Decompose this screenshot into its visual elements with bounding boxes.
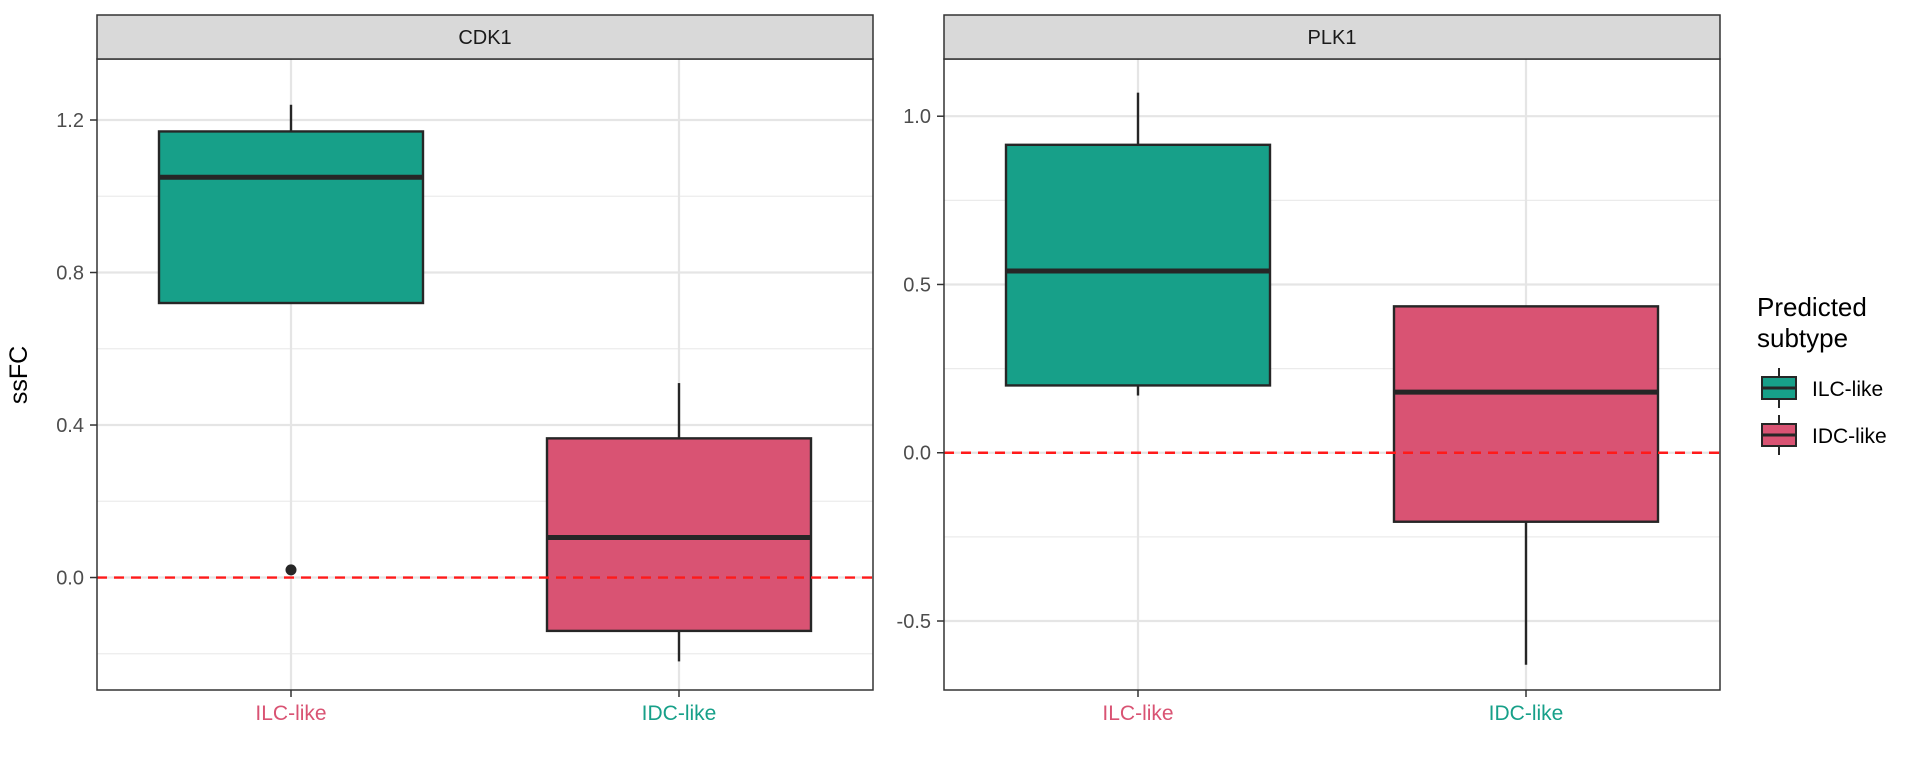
x-tick-label: IDC-like bbox=[1489, 702, 1564, 725]
y-tick-label: 0.4 bbox=[56, 415, 84, 437]
legend-entry-label: ILC-like bbox=[1812, 378, 1883, 401]
panel-cdk1: CDK1 0.0 0.4 0.8 1.2 ILC-like IDC-like bbox=[56, 14, 874, 725]
y-tick-label: 0.0 bbox=[56, 568, 84, 590]
y-tick-label: 0.0 bbox=[903, 443, 931, 465]
x-tick-label: IDC-like bbox=[642, 702, 717, 725]
facet-strip bbox=[943, 14, 1721, 60]
facet-panels: CDK1 0.0 0.4 0.8 1.2 ILC-like IDC-like PLK1 -0.5… bbox=[56, 14, 1721, 725]
x-tick-label: ILC-like bbox=[255, 702, 326, 725]
y-tick-label: 1.2 bbox=[56, 110, 84, 132]
panel-plk1: PLK1 -0.5 0.0 0.5 1.0 ILC-like IDC-like bbox=[897, 14, 1721, 725]
y-tick-label: 1.0 bbox=[903, 106, 931, 128]
box-body bbox=[1004, 143, 1272, 387]
facet-strip bbox=[96, 14, 874, 60]
legend-entry-ilc-like: ILC-like bbox=[1761, 368, 1883, 408]
y-tick-label: -0.5 bbox=[897, 611, 931, 633]
legend-title: subtype bbox=[1757, 323, 1848, 353]
box-idc-like bbox=[545, 383, 813, 662]
facet-strip-label: PLK1 bbox=[1308, 27, 1357, 49]
box-body bbox=[157, 130, 425, 305]
legend-title: Predicted bbox=[1757, 292, 1867, 322]
box-body bbox=[545, 437, 813, 633]
y-axis-label: ssFC bbox=[5, 346, 33, 404]
legend-entry-label: IDC-like bbox=[1812, 425, 1887, 448]
box-ilc-like bbox=[157, 104, 425, 576]
outlier-point bbox=[285, 564, 297, 576]
box-ilc-like bbox=[1004, 92, 1272, 396]
y-tick-label: 0.8 bbox=[56, 263, 84, 285]
legend-entry-idc-like: IDC-like bbox=[1761, 415, 1887, 455]
y-tick-label: 0.5 bbox=[903, 274, 931, 296]
box-idc-like bbox=[1392, 305, 1660, 665]
facet-strip-label: CDK1 bbox=[458, 27, 511, 49]
x-tick-label: ILC-like bbox=[1102, 702, 1173, 725]
box-body bbox=[1392, 305, 1660, 523]
